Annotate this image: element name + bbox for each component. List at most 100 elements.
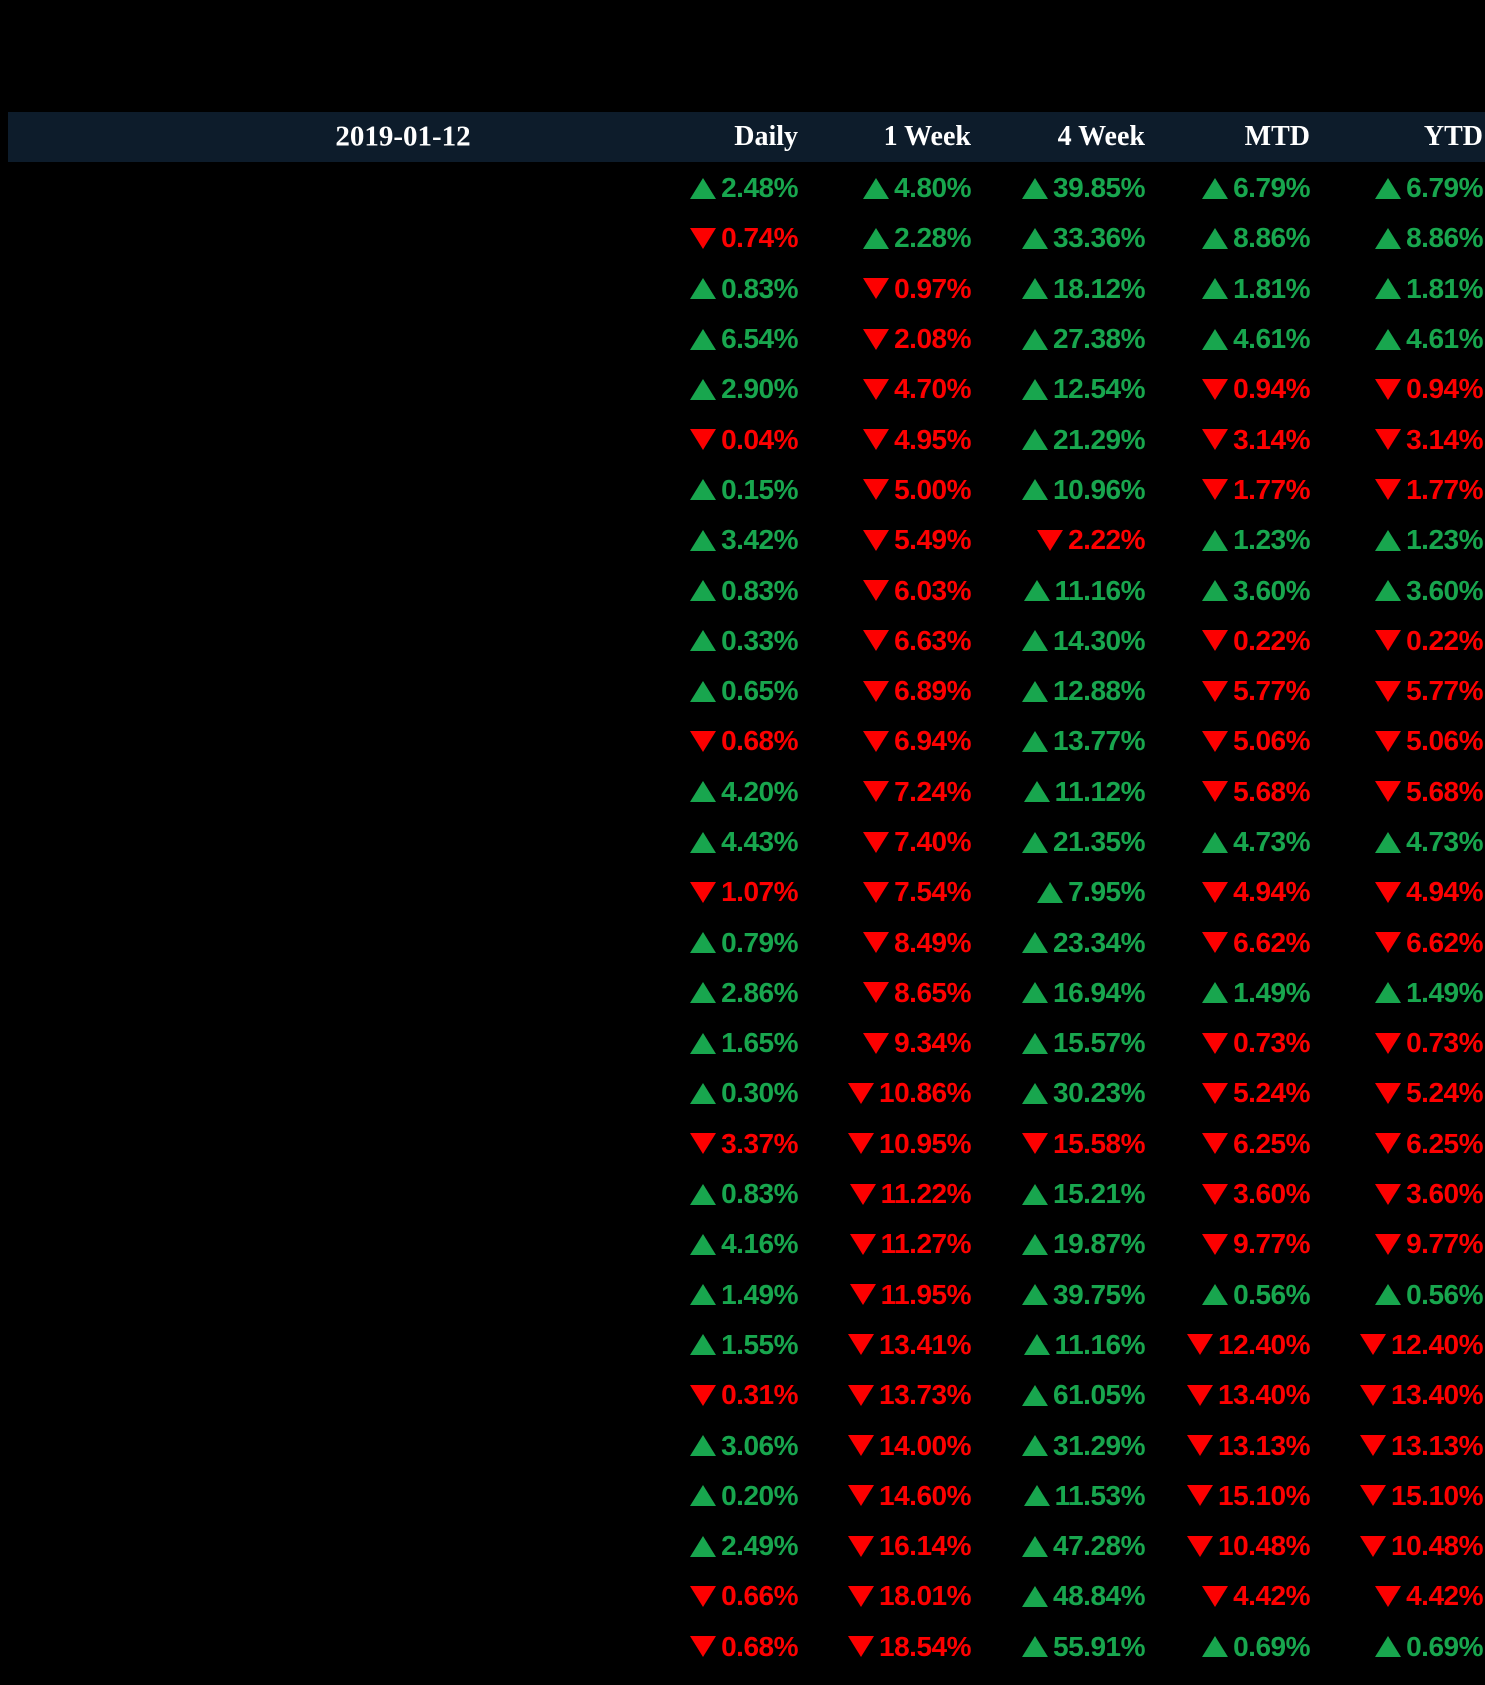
down-triangle-icon: [863, 932, 890, 954]
up-triangle-icon: [690, 1535, 717, 1557]
down-triangle-icon: [690, 730, 717, 752]
down-triangle-icon: [1360, 1384, 1387, 1406]
down-triangle-icon: [1375, 429, 1402, 451]
table-row: 0.33% 6.63% 14.30% 0.22% 0.22%: [0, 616, 1485, 666]
table-body: 2.48% 4.80% 39.85% 6.79% 6.79% 0.74% 2.28% 33.3…: [0, 163, 1485, 1672]
change-cell-1week: 9.34%: [863, 1018, 971, 1068]
down-triangle-icon: [690, 1585, 717, 1607]
change-cell-mtd: 1.77%: [1202, 465, 1310, 515]
change-value: 13.77%: [1053, 725, 1145, 757]
change-value: 11.12%: [1054, 775, 1146, 807]
change-cell-4week: 18.12%: [1022, 264, 1145, 314]
change-value: 1.49%: [1406, 976, 1483, 1008]
up-triangle-icon: [1202, 982, 1229, 1004]
change-value: 11.16%: [1054, 574, 1146, 606]
down-triangle-icon: [1360, 1334, 1387, 1356]
change-cell-mtd: 8.86%: [1202, 213, 1310, 263]
down-triangle-icon: [1360, 1435, 1387, 1457]
down-triangle-icon: [1375, 378, 1402, 400]
down-triangle-icon: [1375, 1032, 1402, 1054]
change-value: 10.96%: [1053, 473, 1145, 505]
change-value: 1.23%: [1233, 524, 1310, 556]
change-cell-1week: 11.22%: [849, 1169, 972, 1219]
change-cell-4week: 15.57%: [1022, 1018, 1145, 1068]
change-cell-mtd: 13.40%: [1187, 1370, 1310, 1420]
change-cell-ytd: 1.49%: [1375, 968, 1483, 1018]
up-triangle-icon: [1375, 177, 1402, 199]
change-value: 0.69%: [1233, 1630, 1310, 1662]
change-value: 5.77%: [1406, 675, 1483, 707]
down-triangle-icon: [848, 1636, 875, 1658]
down-triangle-icon: [863, 881, 890, 903]
table-row: 2.48% 4.80% 39.85% 6.79% 6.79%: [0, 163, 1485, 213]
change-value: 1.07%: [721, 876, 798, 908]
change-cell-mtd: 0.22%: [1202, 616, 1310, 666]
table-row: 4.43% 7.40% 21.35% 4.73% 4.73%: [0, 817, 1485, 867]
table-row: 0.30% 10.86% 30.23% 5.24% 5.24%: [0, 1068, 1485, 1118]
table-row: 3.37% 10.95% 15.58% 6.25% 6.25%: [0, 1119, 1485, 1169]
change-value: 7.54%: [894, 876, 971, 908]
table-row: 6.54% 2.08% 27.38% 4.61% 4.61%: [0, 314, 1485, 364]
change-value: 2.22%: [1068, 524, 1145, 556]
up-triangle-icon: [1202, 1284, 1229, 1306]
up-triangle-icon: [1023, 1334, 1050, 1356]
change-value: 19.87%: [1053, 1228, 1145, 1260]
change-value: 0.66%: [721, 1580, 798, 1612]
change-cell-ytd: 8.86%: [1375, 213, 1483, 263]
change-value: 4.61%: [1406, 323, 1483, 355]
up-triangle-icon: [1023, 1485, 1050, 1507]
change-value: 0.31%: [721, 1379, 798, 1411]
up-triangle-icon: [1375, 328, 1402, 350]
up-triangle-icon: [690, 177, 717, 199]
up-triangle-icon: [1375, 227, 1402, 249]
change-cell-1week: 10.95%: [848, 1119, 971, 1169]
change-cell-ytd: 1.77%: [1375, 465, 1483, 515]
change-value: 3.37%: [721, 1127, 798, 1159]
change-value: 0.56%: [1406, 1278, 1483, 1310]
change-value: 3.42%: [721, 524, 798, 556]
change-cell-1week: 18.01%: [848, 1571, 971, 1621]
table-row: 0.04% 4.95% 21.29% 3.14% 3.14%: [0, 414, 1485, 464]
change-cell-1week: 4.70%: [863, 364, 971, 414]
up-triangle-icon: [1202, 1636, 1229, 1658]
down-triangle-icon: [1202, 881, 1229, 903]
change-value: 15.10%: [1218, 1479, 1310, 1511]
change-value: 0.73%: [1406, 1027, 1483, 1059]
up-triangle-icon: [1202, 177, 1229, 199]
up-triangle-icon: [1202, 580, 1229, 602]
change-value: 6.25%: [1406, 1127, 1483, 1159]
change-cell-daily: 1.49%: [690, 1270, 798, 1320]
down-triangle-icon: [1375, 630, 1402, 652]
down-triangle-icon: [1375, 1233, 1402, 1255]
change-cell-ytd: 4.73%: [1375, 817, 1483, 867]
change-value: 3.14%: [1406, 423, 1483, 455]
up-triangle-icon: [1022, 680, 1049, 702]
change-value: 2.48%: [721, 172, 798, 204]
change-value: 0.83%: [721, 574, 798, 606]
up-triangle-icon: [1202, 227, 1229, 249]
down-triangle-icon: [1202, 680, 1229, 702]
change-cell-4week: 47.28%: [1022, 1521, 1145, 1571]
up-triangle-icon: [690, 1334, 717, 1356]
change-value: 12.54%: [1053, 373, 1145, 405]
down-triangle-icon: [1202, 479, 1229, 501]
up-triangle-icon: [1022, 730, 1049, 752]
down-triangle-icon: [1375, 1183, 1402, 1205]
change-cell-daily: 0.65%: [690, 666, 798, 716]
down-triangle-icon: [863, 429, 890, 451]
up-triangle-icon: [1202, 831, 1229, 853]
change-value: 30.23%: [1053, 1077, 1145, 1109]
up-triangle-icon: [690, 831, 717, 853]
up-triangle-icon: [690, 1082, 717, 1104]
down-triangle-icon: [863, 529, 890, 551]
change-value: 18.01%: [879, 1580, 971, 1612]
change-value: 15.21%: [1053, 1178, 1145, 1210]
change-value: 0.83%: [721, 1178, 798, 1210]
down-triangle-icon: [1202, 1585, 1229, 1607]
change-cell-daily: 0.83%: [690, 1169, 798, 1219]
down-triangle-icon: [1202, 429, 1229, 451]
change-cell-ytd: 6.79%: [1375, 163, 1483, 213]
change-value: 0.73%: [1233, 1027, 1310, 1059]
change-value: 13.41%: [879, 1328, 971, 1360]
table-row: 2.86% 8.65% 16.94% 1.49% 1.49%: [0, 968, 1485, 1018]
